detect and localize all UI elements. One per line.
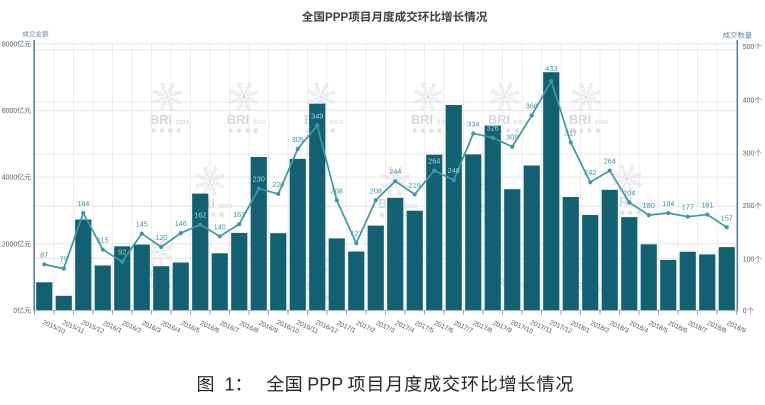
svg-text:305: 305 [292,135,304,144]
svg-text:433: 433 [545,64,557,73]
svg-text:219: 219 [409,180,421,189]
svg-text:177: 177 [682,203,694,212]
svg-text:data: data [176,117,190,126]
svg-text:208: 208 [331,186,343,195]
svg-text:208: 208 [370,186,382,195]
svg-text:data: data [219,201,233,210]
svg-text:1: 1 [224,374,234,394]
svg-text:6000: 6000 [2,108,17,115]
svg-text:data: data [437,117,451,126]
svg-text:204: 204 [623,188,635,197]
svg-text:PPP: PPP [325,11,348,24]
svg-text:127: 127 [350,229,362,238]
svg-text:162: 162 [194,211,206,220]
svg-text:309: 309 [506,133,518,142]
svg-text:115: 115 [97,236,109,245]
svg-text:BRI: BRI [227,112,249,127]
svg-text:0: 0 [13,308,17,315]
svg-text:317: 317 [565,128,577,137]
svg-text:92: 92 [118,248,126,257]
svg-text:PPP: PPP [307,374,343,394]
svg-text:87: 87 [40,250,48,259]
svg-text:157: 157 [721,213,733,222]
svg-text:BRI: BRI [488,112,510,127]
svg-text:334: 334 [467,119,479,128]
svg-text:246: 246 [448,166,460,175]
svg-text:368: 368 [526,101,538,110]
svg-text:4000: 4000 [2,175,17,182]
svg-text:300: 300 [743,150,755,157]
svg-text:BRI: BRI [150,112,172,127]
svg-text:230: 230 [253,175,265,184]
svg-text:data: data [636,199,650,208]
svg-text:79: 79 [60,255,68,264]
svg-text:100: 100 [743,257,755,264]
svg-text:140: 140 [214,222,226,231]
svg-text:BRI: BRI [411,112,433,127]
svg-text:349: 349 [311,112,323,121]
svg-text:244: 244 [389,167,401,176]
svg-text:181: 181 [701,201,713,210]
svg-text:data: data [166,272,180,281]
svg-text:146: 146 [175,219,187,228]
svg-text:500: 500 [743,44,755,51]
svg-text:120: 120 [155,233,167,242]
svg-text:184: 184 [77,199,89,208]
svg-text:8000: 8000 [2,41,17,48]
svg-text:264: 264 [428,157,440,166]
svg-text:326: 326 [487,124,499,133]
svg-text:BRI: BRI [569,112,591,127]
svg-text:200: 200 [743,203,755,210]
svg-text:2000: 2000 [2,241,17,248]
svg-text:220: 220 [272,180,284,189]
svg-text:0: 0 [743,308,747,315]
svg-text:data: data [253,117,267,126]
svg-text:180: 180 [643,201,655,210]
svg-text:data: data [404,201,418,210]
svg-text:400: 400 [743,98,755,105]
svg-text:145: 145 [136,220,148,229]
svg-text:data: data [595,117,609,126]
svg-text:242: 242 [584,168,596,177]
svg-text:data: data [330,117,344,126]
svg-text:264: 264 [604,157,616,166]
svg-text:163: 163 [233,210,245,219]
svg-text:data: data [514,117,528,126]
svg-text:184: 184 [662,199,674,208]
